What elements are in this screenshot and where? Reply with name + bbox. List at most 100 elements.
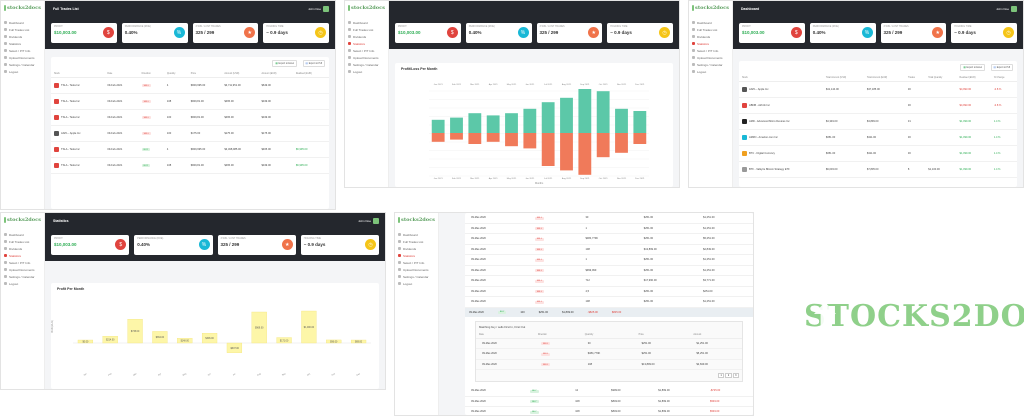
table-row[interactable]: 09-Mar-2020 SELL 1 $251.00 $1,251.00 (465, 223, 753, 234)
profit-bar[interactable] (596, 91, 610, 133)
table-row[interactable]: 09-Mar-2020 SELL $999,999 $251.00 $1,251.00 (465, 265, 753, 276)
sidebar-item[interactable]: Settings / Calendar (398, 273, 435, 280)
table-row[interactable]: 09-Mar-2020 BUY 108 $849.00 $1,899.00 $549.00 (465, 406, 753, 415)
table-row[interactable]: 09-Mar-2020 SELL 108 $251.00 $1,251.00 (465, 296, 753, 308)
profit-bar[interactable] (127, 319, 143, 344)
sidebar-item[interactable]: Dashboard (4, 231, 41, 238)
profit-bar[interactable] (578, 89, 592, 133)
highlighted-row[interactable]: 09-Mar-2020 BUY 100 $251.00 $1,899.00 -$… (465, 307, 753, 317)
table-row[interactable]: 09-Mar-2020 SELL 108 $13,899.00 $2,849.00 (476, 359, 742, 370)
sidebar-item[interactable]: Select / P/T Info (692, 47, 729, 54)
table-row[interactable]: 09-Mar-2020 SELL $384,779K $251.00 $5,251.00 (465, 233, 753, 245)
table-row[interactable]: TSLA - Tesla Inc 09-Feb-2021 SELL 100 $849,8… (51, 109, 329, 126)
loss-bar[interactable] (431, 133, 445, 142)
sidebar-item[interactable]: Statistics (4, 252, 41, 259)
sidebar-item[interactable]: Statistics (348, 40, 385, 47)
sidebar-item[interactable]: Settings / Calendar (4, 61, 41, 68)
profit-bar[interactable] (505, 113, 518, 133)
table-row[interactable]: 09-Mar-2020 BUY 12 $999.00 $1,899.00 -$725.00 (465, 386, 753, 397)
profit-bar[interactable] (251, 311, 267, 344)
profit-bar[interactable] (468, 113, 482, 133)
sidebar-item[interactable]: Logout (398, 280, 435, 287)
table-row[interactable]: TSLA - Tesla Inc 09-Feb-2021 SELL 108 $849,8… (51, 93, 329, 110)
profit-bar[interactable] (226, 342, 243, 353)
table-row[interactable]: AAPL - Apple Inc $41,144.00 $37,185.00 30 $4… (739, 81, 1017, 98)
sidebar-item[interactable]: Dashboard (348, 19, 385, 26)
profit-bar[interactable] (301, 310, 317, 344)
sidebar-item[interactable]: Logout (4, 280, 41, 287)
sidebar-item[interactable]: Full Trades List (4, 26, 41, 33)
table-row[interactable]: TSLA - Tesla Inc 09-Feb-2021 SELL 4 $849,995… (51, 77, 329, 94)
sidebar-item[interactable]: Select / P/T Info (4, 259, 41, 266)
sidebar-item[interactable]: Logout (348, 68, 385, 75)
loss-bar[interactable] (468, 133, 482, 144)
table-row[interactable]: AAPL - Apple Inc 09-Feb-2021 SELL 100 $175.0… (51, 125, 329, 142)
table-row[interactable]: 09-Mar-2020 SELL 712 $17,990.00 $3,771.00 (465, 275, 753, 287)
table-row[interactable]: TSLA - Tesla Inc 09-Feb-2021 BUY 108 $849,81… (51, 157, 329, 174)
table-row[interactable]: 09-Mar-2020 BUY 108 $849.00 $1,899.00 $549.00 (465, 396, 753, 407)
sidebar-item[interactable]: Dividends (4, 33, 41, 40)
sidebar-item[interactable]: Statistics (398, 252, 435, 259)
sidebar-item[interactable]: Select / P/T Info (398, 259, 435, 266)
table-row[interactable]: 09-Mar-2020 SELL $384,779K $251.00 $5,251.00 (476, 348, 742, 360)
table-row[interactable]: AMZN - Amazon.com Inc $351.00 $311.00 30 $1,… (739, 129, 1017, 146)
sidebar-item[interactable]: Dividends (692, 33, 729, 40)
table-row[interactable]: BTF - Valkyrie Bitcoin Strategy ETF $9,00… (739, 161, 1017, 178)
profit-bar[interactable] (77, 339, 94, 344)
sidebar-item[interactable]: Statistics (692, 40, 729, 47)
sidebar-item[interactable]: Settings / Calendar (348, 61, 385, 68)
loss-bar[interactable] (596, 133, 610, 158)
user-menu[interactable]: John Doe (308, 6, 329, 12)
sidebar-item[interactable]: Full Trades List (398, 238, 435, 245)
profit-bar[interactable] (541, 102, 555, 133)
profit-bar[interactable] (431, 119, 445, 133)
profit-bar[interactable] (326, 339, 342, 344)
sidebar-item[interactable]: Full Trades List (4, 238, 41, 245)
table-row[interactable]: 09-Mar-2020 SELL 30 $251.00 $1,251.00 (476, 338, 742, 349)
sidebar-item[interactable]: Settings / Calendar (692, 61, 729, 68)
sidebar-item[interactable]: Dashboard (398, 231, 435, 238)
profit-bar[interactable] (486, 115, 500, 133)
profit-bar[interactable] (523, 108, 537, 133)
sidebar-item[interactable]: Dashboard (4, 19, 41, 26)
profit-bar[interactable] (450, 117, 463, 133)
table-row[interactable]: 09-Mar-2020 SELL 30 $251.00 $1,251.00 (465, 213, 753, 224)
page-button[interactable]: 2 (725, 373, 732, 378)
sidebar-item[interactable]: Logout (692, 68, 729, 75)
table-row[interactable]: BTC - Digital Currency $351.00 $311.00 30 $1… (739, 145, 1017, 162)
profit-bar[interactable] (633, 111, 647, 133)
table-row[interactable]: 09-Mar-2020 SELL 1 $251.00 $1,251.00 (465, 254, 753, 266)
sidebar-item[interactable]: Upload Documents (348, 54, 385, 61)
sidebar-item[interactable]: Statistics (4, 40, 41, 47)
profit-bar[interactable] (350, 339, 367, 344)
profit-bar[interactable] (276, 337, 292, 344)
profit-bar[interactable] (152, 331, 168, 344)
sidebar-item[interactable]: Select / P/T Info (4, 47, 41, 54)
profit-bar[interactable] (615, 108, 628, 133)
profit-bar[interactable] (177, 338, 193, 344)
loss-bar[interactable] (541, 133, 555, 166)
table-row[interactable]: 09-Mar-2020 SELL 4,5 $251.00 $251.00 (465, 286, 753, 297)
sidebar-item[interactable]: Dividends (348, 33, 385, 40)
sidebar-item[interactable]: Logout (4, 68, 41, 75)
sidebar-item[interactable]: Upload Documents (4, 266, 41, 273)
export-excel-button[interactable]: ▦ Export to Excel (272, 60, 297, 67)
loss-bar[interactable] (578, 133, 592, 175)
export-pdf-button[interactable]: ▤ Export to Pdf (990, 64, 1013, 71)
loss-bar[interactable] (560, 133, 573, 171)
loss-bar[interactable] (633, 133, 647, 144)
profit-bar[interactable] (560, 97, 573, 133)
sidebar-item[interactable]: Upload Documents (4, 54, 41, 61)
page-button[interactable]: 1 (717, 373, 725, 378)
sidebar-item[interactable]: Full Trades List (692, 26, 729, 33)
sidebar-item[interactable]: Upload Documents (692, 54, 729, 61)
table-row[interactable]: AMD - Advanced Micro Devices Inc $4,349.0… (739, 113, 1017, 130)
export-pdf-button[interactable]: ▤ Export to Pdf (302, 60, 325, 67)
sidebar-item[interactable]: Select / P/T Info (348, 47, 385, 54)
profit-bar[interactable] (201, 333, 218, 344)
loss-bar[interactable] (486, 133, 500, 142)
loss-bar[interactable] (523, 133, 537, 149)
loss-bar[interactable] (615, 133, 628, 153)
table-row[interactable]: 09-Mar-2020 SELL 108 $13,899.00 $2,849.00 (465, 244, 753, 255)
sidebar-item[interactable]: Dividends (398, 245, 435, 252)
